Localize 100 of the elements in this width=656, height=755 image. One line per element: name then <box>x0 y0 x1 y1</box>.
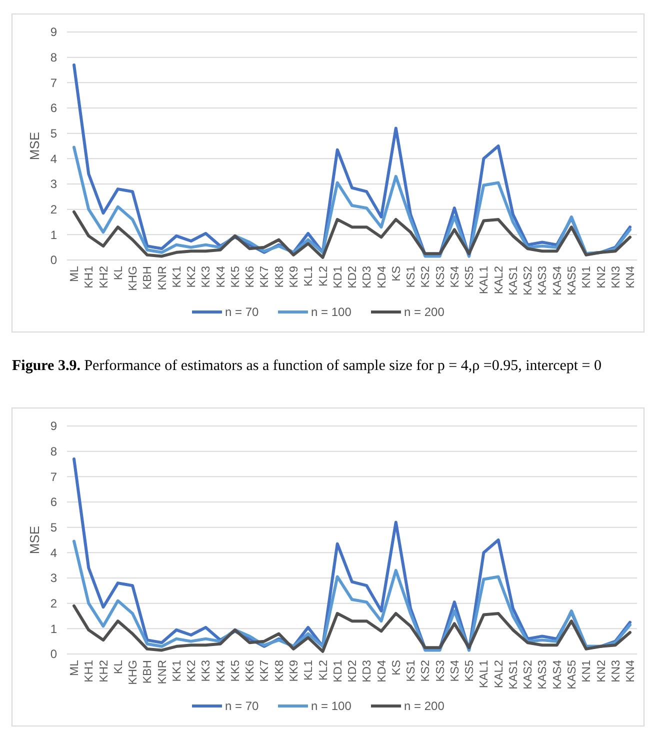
y-tick-label: 6 <box>50 495 58 510</box>
x-tick-label: KK6 <box>244 660 257 682</box>
legend-label: n = 200 <box>404 305 445 320</box>
x-tick-label: KK3 <box>200 660 213 682</box>
y-tick-label: 9 <box>50 25 58 40</box>
y-tick-label: 3 <box>50 571 58 586</box>
x-tick-label: KD1 <box>332 266 344 288</box>
x-tick-label: KK8 <box>274 660 286 682</box>
x-tick-label: KS4 <box>449 659 462 682</box>
x-tick-label: KL1 <box>303 660 316 680</box>
x-tick-label: KAS4 <box>552 659 564 690</box>
x-tick-label: KK3 <box>200 266 213 288</box>
x-tick-label: KS5 <box>464 266 476 288</box>
y-tick-label: 5 <box>50 126 58 141</box>
y-axis-title: MSE <box>27 132 42 160</box>
x-tick-label: KK5 <box>230 660 242 682</box>
x-tick-label: KK1 <box>171 266 184 288</box>
x-tick-label: KN4 <box>625 265 638 288</box>
x-tick-label: KAL2 <box>493 266 506 294</box>
x-tick-label: KK7 <box>259 266 272 288</box>
x-tick-label: ML <box>69 265 82 282</box>
x-tick-label: KBH <box>142 660 154 684</box>
x-tick-label: KAL1 <box>478 660 491 688</box>
x-tick-label: KAS1 <box>508 660 520 690</box>
x-tick-label: KS <box>390 266 403 282</box>
x-tick-label: KD2 <box>347 266 360 288</box>
x-tick-label: KS4 <box>449 265 462 288</box>
x-tick-label: KS2 <box>420 660 432 682</box>
x-tick-label: KS1 <box>406 266 418 288</box>
x-tick-label: KL2 <box>318 266 330 286</box>
x-tick-label: KK2 <box>186 266 198 288</box>
x-tick-label: KD4 <box>376 659 388 682</box>
y-tick-label: 2 <box>50 596 58 611</box>
x-tick-label: KAS1 <box>508 266 520 296</box>
x-tick-label: KN2 <box>596 660 608 682</box>
line-series <box>72 210 632 259</box>
x-tick-label: KK1 <box>171 660 184 682</box>
x-tick-label: KAL2 <box>493 660 506 688</box>
x-tick-label: KL <box>112 659 125 674</box>
legend-label: n = 70 <box>225 699 260 714</box>
x-tick-label: KAS3 <box>537 266 550 296</box>
x-tick-label: KD3 <box>362 266 374 288</box>
x-tick-label: KN2 <box>596 266 608 288</box>
x-tick-label: KS3 <box>434 266 447 288</box>
x-tick-label: KAS2 <box>522 266 535 296</box>
y-axis-title: MSE <box>27 526 42 554</box>
x-tick-label: KK8 <box>274 266 286 288</box>
y-tick-label: 0 <box>50 253 58 268</box>
x-tick-label: KH2 <box>98 266 110 288</box>
y-tick-label: 5 <box>50 520 58 535</box>
x-tick-label: KN1 <box>581 660 594 682</box>
x-tick-label: ML <box>69 659 82 676</box>
x-tick-label: KK2 <box>186 660 198 682</box>
y-tick-label: 3 <box>50 177 58 192</box>
x-tick-label: KK7 <box>259 660 272 682</box>
x-tick-label: KD4 <box>376 265 388 288</box>
x-tick-label: KN4 <box>625 659 638 682</box>
x-tick-label: KK4 <box>215 659 228 682</box>
x-tick-label: KK5 <box>230 266 242 288</box>
x-tick-label: KHG <box>128 266 140 291</box>
x-tick-label: KD1 <box>332 660 344 682</box>
legend-label: n = 100 <box>311 305 352 320</box>
x-tick-label: KD2 <box>347 660 360 682</box>
line-series <box>72 604 632 653</box>
legend-label: n = 100 <box>311 699 352 714</box>
x-tick-label: KNR <box>156 266 169 290</box>
x-tick-label: KL <box>112 265 125 280</box>
x-tick-label: KL1 <box>303 266 316 286</box>
y-tick-label: 1 <box>50 622 58 636</box>
caption: Figure 3.9. Performance of estimators as a function of sample size for p = 4,ρ =0.95, intercept = 0 <box>12 358 602 374</box>
y-tick-label: 8 <box>50 444 58 459</box>
x-tick-label: KD3 <box>362 660 374 682</box>
x-tick-label: KNR <box>156 660 169 684</box>
x-tick-label: KS <box>390 660 403 676</box>
y-tick-label: 0 <box>50 647 58 662</box>
x-tick-label: KHG <box>128 660 140 685</box>
x-tick-label: KN3 <box>610 266 622 288</box>
x-tick-label: KH2 <box>98 660 110 682</box>
legend-label: n = 70 <box>225 305 260 320</box>
x-tick-label: KAL1 <box>478 266 491 294</box>
x-tick-label: KK9 <box>288 660 300 682</box>
x-tick-label: KN3 <box>610 660 622 682</box>
y-tick-label: 4 <box>50 152 58 166</box>
y-tick-label: 7 <box>50 76 58 90</box>
x-tick-label: KS2 <box>420 266 432 288</box>
x-tick-label: KK6 <box>244 266 257 288</box>
x-tick-label: KAS3 <box>537 660 550 690</box>
x-tick-label: KBH <box>142 266 154 290</box>
y-tick-label: 1 <box>50 228 58 242</box>
x-tick-label: KAS2 <box>522 660 535 690</box>
y-tick-label: 7 <box>50 470 58 484</box>
x-tick-label: KH1 <box>84 266 96 288</box>
y-tick-label: 2 <box>50 202 58 217</box>
x-tick-label: KN1 <box>581 266 594 288</box>
x-tick-label: KK9 <box>288 266 300 288</box>
x-tick-label: KK4 <box>215 265 228 288</box>
x-tick-label: KH1 <box>84 660 96 682</box>
y-tick-label: 8 <box>50 50 58 65</box>
x-tick-label: KAS4 <box>552 265 564 296</box>
x-tick-label: KS3 <box>434 660 447 682</box>
